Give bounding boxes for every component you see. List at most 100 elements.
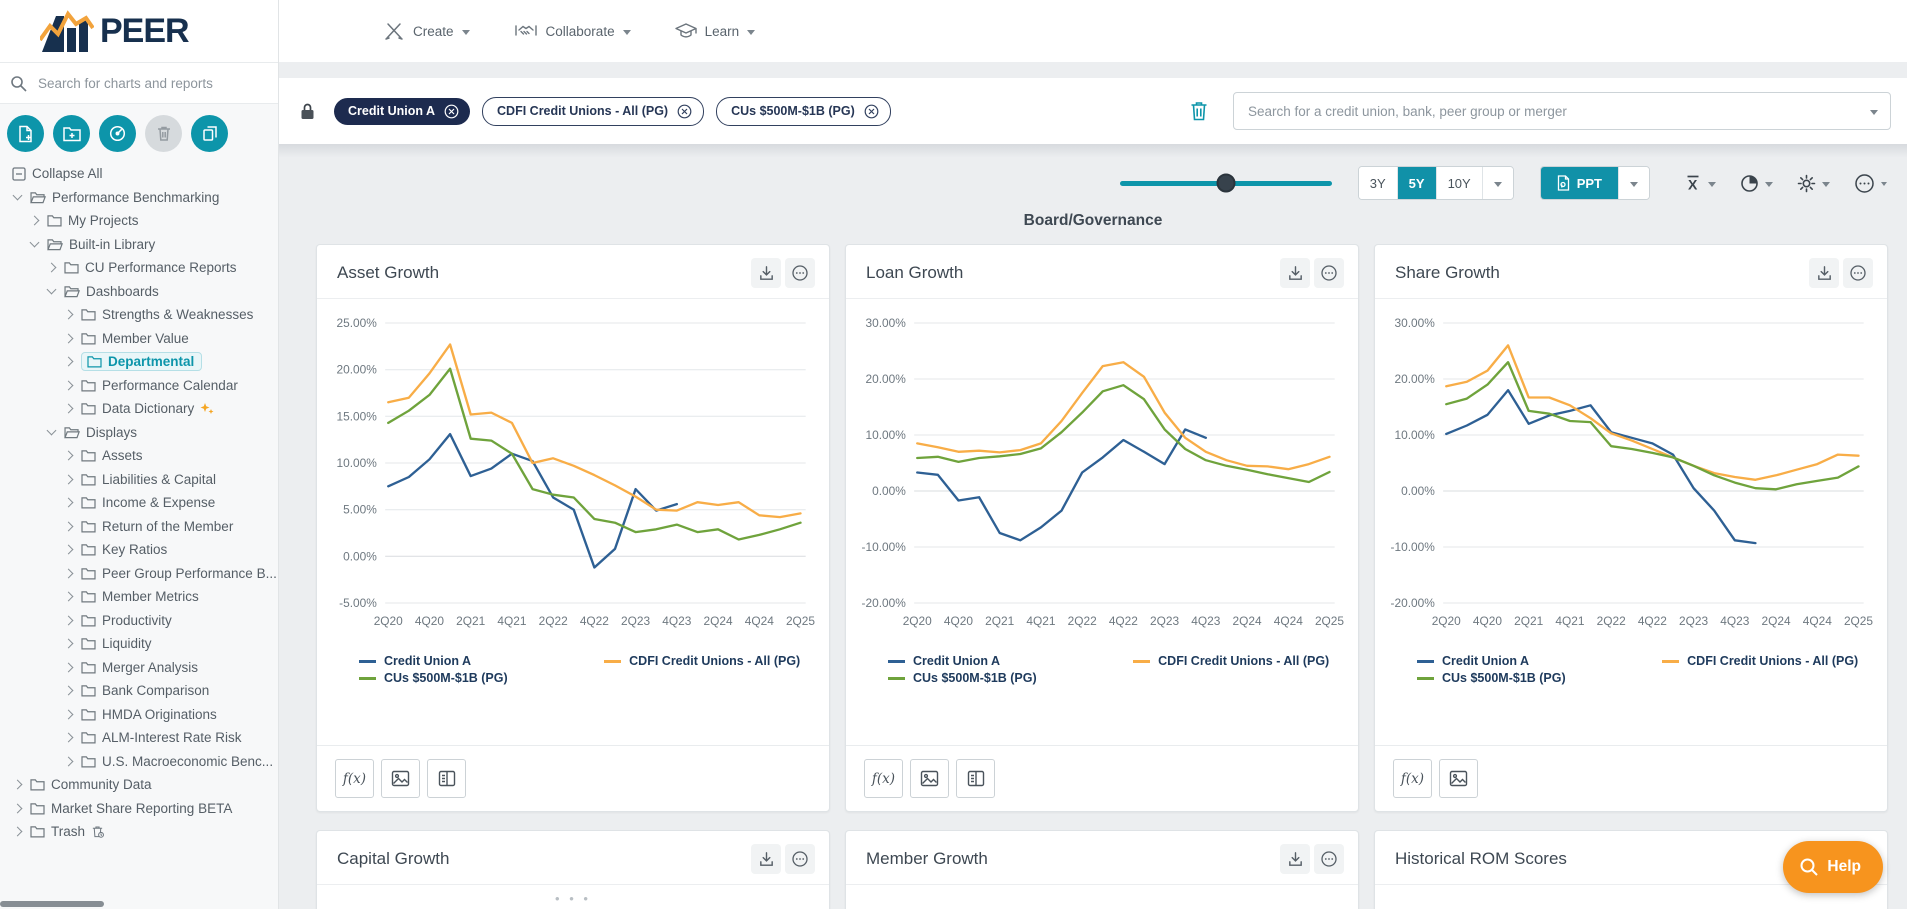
sidebar-item-key-ratios[interactable]: Key Ratios — [6, 538, 276, 562]
chevron-right-icon[interactable] — [64, 310, 74, 320]
help-button[interactable]: Help — [1783, 841, 1883, 893]
entity-search-select[interactable]: Search for a credit union, bank, peer gr… — [1233, 92, 1891, 130]
chevron-down-icon[interactable] — [30, 238, 40, 248]
sidebar-item-community-data[interactable]: Community Data — [6, 773, 276, 797]
settings-gear-button[interactable] — [1797, 174, 1830, 193]
image-export-button[interactable] — [1439, 759, 1478, 798]
sidebar-item-dashboards[interactable]: Dashboards — [6, 280, 276, 304]
chevron-right-icon[interactable] — [64, 404, 74, 414]
sidebar-item-member-metrics[interactable]: Member Metrics — [6, 585, 276, 609]
mean-xbar-button[interactable]: X — [1684, 174, 1716, 192]
sidebar-item-displays[interactable]: Displays — [6, 421, 276, 445]
sidebar-item-hmda-originations[interactable]: HMDA Originations — [6, 703, 276, 727]
ppt-dropdown-button[interactable] — [1619, 167, 1649, 199]
lock-icon[interactable] — [299, 102, 316, 121]
chip-credit-union-a[interactable]: Credit Union A — [334, 98, 470, 125]
ppt-export-button[interactable]: PPT — [1541, 167, 1619, 199]
range-dropdown-button[interactable] — [1483, 167, 1513, 199]
copy-button[interactable] — [191, 115, 228, 152]
sidebar-item-liquidity[interactable]: Liquidity — [6, 632, 276, 656]
time-range-slider[interactable] — [1120, 181, 1332, 186]
image-export-button[interactable] — [381, 759, 420, 798]
sidebar-item-assets[interactable]: Assets — [6, 444, 276, 468]
remove-chip-icon[interactable] — [444, 104, 459, 119]
collapse-all[interactable]: Collapse All — [6, 162, 276, 186]
sidebar-item-liabilities-capital[interactable]: Liabilities & Capital — [6, 468, 276, 492]
new-report-button[interactable] — [7, 115, 44, 152]
chevron-right-icon[interactable] — [64, 733, 74, 743]
sidebar-search-input[interactable] — [36, 75, 268, 92]
more-options-button[interactable] — [785, 258, 815, 288]
chevron-right-icon[interactable] — [64, 639, 74, 649]
sidebar-item-market-share-reporting-beta[interactable]: Market Share Reporting BETA — [6, 797, 276, 821]
chevron-right-icon[interactable] — [64, 592, 74, 602]
chip-cus-500m-1b[interactable]: CUs $500M-$1B (PG) — [716, 97, 891, 126]
nav-learn[interactable]: Learn — [675, 22, 756, 40]
range-3y-button[interactable]: 3Y — [1359, 167, 1398, 199]
sidebar-item-my-projects[interactable]: My Projects — [6, 209, 276, 233]
sidebar-item-return-of-the-member[interactable]: Return of the Member — [6, 515, 276, 539]
chevron-right-icon[interactable] — [64, 615, 74, 625]
sidebar-item-cu-performance-reports[interactable]: CU Performance Reports — [6, 256, 276, 280]
chevron-right-icon[interactable] — [64, 333, 74, 343]
range-5y-button[interactable]: 5Y — [1398, 167, 1437, 199]
download-button[interactable] — [1280, 258, 1310, 288]
new-folder-button[interactable] — [53, 115, 90, 152]
chevron-right-icon[interactable] — [64, 474, 74, 484]
sidebar-item-performance-benchmarking[interactable]: Performance Benchmarking — [6, 186, 276, 210]
chevron-right-icon[interactable] — [47, 263, 57, 273]
download-button[interactable] — [1280, 844, 1310, 874]
chevron-right-icon[interactable] — [64, 709, 74, 719]
chevron-right-icon[interactable] — [64, 357, 74, 367]
formula-button[interactable]: f(x) — [864, 759, 903, 798]
remove-chip-icon[interactable] — [864, 104, 879, 119]
range-10y-button[interactable]: 10Y — [1437, 167, 1483, 199]
gauge-button[interactable] — [99, 115, 136, 152]
nav-create[interactable]: Create — [383, 21, 470, 41]
sidebar-item-income-expense[interactable]: Income & Expense — [6, 491, 276, 515]
more-options-button[interactable] — [785, 844, 815, 874]
sidebar-item-merger-analysis[interactable]: Merger Analysis — [6, 656, 276, 680]
download-button[interactable] — [1809, 258, 1839, 288]
chevron-right-icon[interactable] — [64, 568, 74, 578]
sidebar-item-trash[interactable]: Trash — [6, 820, 276, 844]
more-options-button[interactable] — [1854, 173, 1887, 194]
sidebar-item-peer-group-performance-b[interactable]: Peer Group Performance B... — [6, 562, 276, 586]
more-options-button[interactable] — [1314, 844, 1344, 874]
sidebar-item-strengths-weaknesses[interactable]: Strengths & Weaknesses — [6, 303, 276, 327]
chevron-down-icon[interactable] — [47, 285, 57, 295]
download-button[interactable] — [751, 844, 781, 874]
nav-collaborate[interactable]: Collaborate — [514, 22, 631, 40]
chevron-right-icon[interactable] — [64, 521, 74, 531]
more-options-button[interactable] — [1314, 258, 1344, 288]
sidebar-item-departmental[interactable]: Departmental — [6, 350, 276, 374]
chip-cdfi-credit-unions[interactable]: CDFI Credit Unions - All (PG) — [482, 97, 704, 126]
sidebar-item-bank-comparison[interactable]: Bank Comparison — [6, 679, 276, 703]
chevron-right-icon[interactable] — [64, 451, 74, 461]
columns-view-button[interactable] — [956, 759, 995, 798]
clear-selections-trash-icon[interactable] — [1189, 100, 1209, 122]
sidebar-horizontal-scrollbar[interactable] — [0, 901, 104, 907]
chevron-right-icon[interactable] — [13, 780, 23, 790]
chevron-right-icon[interactable] — [64, 498, 74, 508]
chevron-right-icon[interactable] — [13, 827, 23, 837]
chevron-right-icon[interactable] — [13, 803, 23, 813]
trash-button-disabled[interactable] — [145, 115, 182, 152]
slider-handle[interactable] — [1216, 174, 1235, 193]
chevron-right-icon[interactable] — [64, 662, 74, 672]
chevron-right-icon[interactable] — [64, 756, 74, 766]
sidebar-item-built-in-library[interactable]: Built-in Library — [6, 233, 276, 257]
sidebar-item-member-value[interactable]: Member Value — [6, 327, 276, 351]
sidebar-item-performance-calendar[interactable]: Performance Calendar — [6, 374, 276, 398]
formula-button[interactable]: f(x) — [1393, 759, 1432, 798]
more-options-button[interactable] — [1843, 258, 1873, 288]
sidebar-item-data-dictionary[interactable]: Data Dictionary — [6, 397, 276, 421]
image-export-button[interactable] — [910, 759, 949, 798]
chevron-right-icon[interactable] — [64, 686, 74, 696]
chevron-right-icon[interactable] — [64, 380, 74, 390]
chevron-down-icon[interactable] — [13, 191, 23, 201]
formula-button[interactable]: f(x) — [335, 759, 374, 798]
remove-chip-icon[interactable] — [677, 104, 692, 119]
chevron-right-icon[interactable] — [30, 216, 40, 226]
app-logo[interactable]: PEER — [0, 0, 278, 62]
